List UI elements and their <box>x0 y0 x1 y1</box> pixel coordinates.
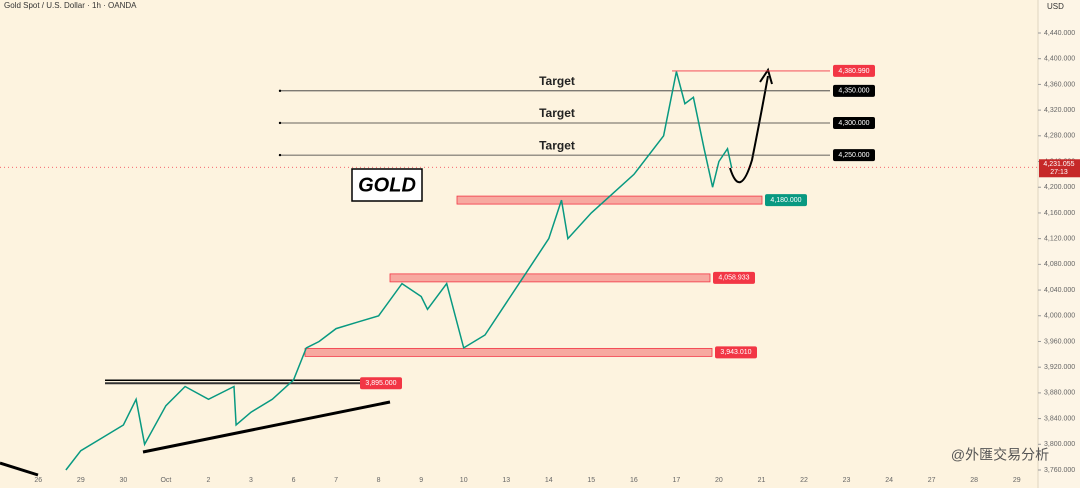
current-price-label: 4,231.055 <box>1043 161 1074 168</box>
target-label: Target <box>539 138 575 152</box>
level-label: 4,250.000 <box>838 152 869 159</box>
y-tick-label: 4,120.000 <box>1044 235 1075 242</box>
x-tick-label: 23 <box>843 477 851 484</box>
y-tick-label: 4,320.000 <box>1044 107 1075 114</box>
currency: USD <box>1047 2 1064 11</box>
y-tick-label: 4,440.000 <box>1044 30 1075 37</box>
x-tick-label: 2 <box>206 477 210 484</box>
y-tick-label: 4,040.000 <box>1044 287 1075 294</box>
trend-line <box>142 400 391 454</box>
x-tick-label: 28 <box>970 477 978 484</box>
x-tick-label: 8 <box>377 477 381 484</box>
x-tick-label: 16 <box>630 477 638 484</box>
level-dot <box>278 89 282 93</box>
y-tick-label: 3,880.000 <box>1044 390 1075 397</box>
level-tag <box>360 377 402 390</box>
x-tick-label: Oct <box>160 477 171 484</box>
level-label: 3,895.000 <box>365 380 396 387</box>
x-tick-label: 27 <box>928 477 936 484</box>
x-tick-label: 29 <box>1013 477 1021 484</box>
level-tag <box>715 346 757 359</box>
level-dot <box>278 153 282 157</box>
target-label: Target <box>539 106 575 120</box>
x-tick-label: 22 <box>800 477 808 484</box>
level-label: 4,180.000 <box>770 197 801 204</box>
y-tick-label: 3,920.000 <box>1044 364 1075 371</box>
level-tag <box>833 84 875 97</box>
countdown: 27:13 <box>1050 169 1068 176</box>
y-tick-label: 4,280.000 <box>1044 133 1075 140</box>
level-tag <box>833 64 875 77</box>
x-tick-label: 7 <box>334 477 338 484</box>
level-label: 4,058.933 <box>718 275 749 282</box>
y-tick-label: 4,160.000 <box>1044 210 1075 217</box>
current-price-tag <box>1039 159 1080 178</box>
x-tick-label: 20 <box>715 477 723 484</box>
level-tag <box>833 116 875 129</box>
level-zone <box>389 273 711 283</box>
forecast-arrow <box>729 75 769 183</box>
y-tick-label: 4,400.000 <box>1044 56 1075 63</box>
chart-title: Gold Spot / U.S. Dollar · 1h · OANDA <box>4 1 137 10</box>
x-tick-label: 14 <box>545 477 553 484</box>
x-tick-label: 24 <box>885 477 893 484</box>
price-line <box>65 71 733 471</box>
y-tick-label: 3,800.000 <box>1044 441 1075 448</box>
x-tick-label: 10 <box>460 477 468 484</box>
x-tick-label: 30 <box>119 477 127 484</box>
arrow-head <box>759 67 773 85</box>
level-tag <box>833 149 875 162</box>
level-label: 4,380.990 <box>838 68 869 75</box>
level-label: 4,300.000 <box>838 120 869 127</box>
level-tag <box>713 271 755 284</box>
gold-label: GOLD <box>358 174 416 196</box>
level-label: 3,943.010 <box>720 349 751 356</box>
x-tick-label: 13 <box>502 477 510 484</box>
target-label: Target <box>539 74 575 88</box>
x-tick-label: 3 <box>249 477 253 484</box>
y-tick-label: 4,360.000 <box>1044 81 1075 88</box>
y-tick-label: 3,760.000 <box>1044 467 1075 474</box>
watermark: @外匯交易分析 <box>951 447 1049 463</box>
gold-box <box>351 168 423 202</box>
y-tick-label: 3,840.000 <box>1044 415 1075 422</box>
y-tick-label: 4,000.000 <box>1044 313 1075 320</box>
level-zone <box>304 347 713 357</box>
level-label: 4,350.000 <box>838 88 869 95</box>
y-tick-label: 4,200.000 <box>1044 184 1075 191</box>
x-tick-label: 26 <box>34 477 42 484</box>
x-tick-label: 17 <box>673 477 681 484</box>
x-tick-label: 6 <box>292 477 296 484</box>
level-tag <box>765 194 807 207</box>
x-tick-label: 21 <box>758 477 766 484</box>
y-tick-label: 3,960.000 <box>1044 338 1075 345</box>
trend-line <box>0 461 39 477</box>
x-tick-label: 9 <box>419 477 423 484</box>
x-tick-label: 15 <box>587 477 595 484</box>
level-dot <box>278 121 282 125</box>
price-axis <box>1038 0 1080 488</box>
x-tick-label: 29 <box>77 477 85 484</box>
y-tick-label: 4,080.000 <box>1044 261 1075 268</box>
